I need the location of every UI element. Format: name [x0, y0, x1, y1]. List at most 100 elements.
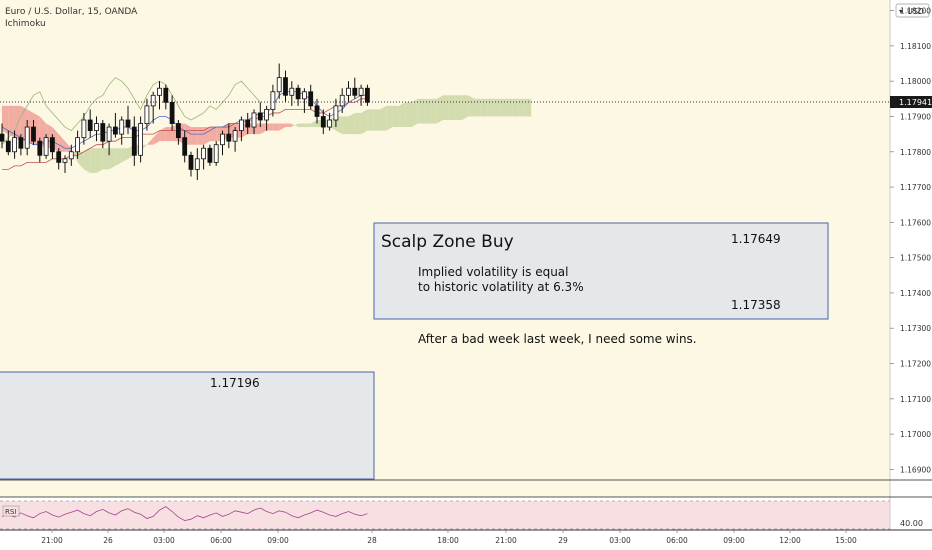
x-tick-label: 06:00 [210, 536, 232, 545]
cloud-segment [272, 123, 280, 131]
candle-body [308, 91, 314, 107]
cloud-segment [83, 148, 91, 173]
y-tick-label: 1.17600 [900, 218, 931, 227]
cloud-segment [524, 98, 532, 117]
candle-body [169, 101, 175, 124]
indicator-label: Ichimoku [5, 19, 46, 29]
cloud-segment [285, 123, 292, 128]
scalp-zone-box[interactable] [373, 222, 829, 320]
cloud-segment [474, 98, 481, 117]
cloud-segment [197, 127, 204, 145]
x-tick-label: 21:00 [495, 536, 517, 545]
candle-body [320, 116, 326, 128]
candle-body [295, 87, 301, 100]
rsi-pane-background [0, 501, 890, 529]
currency-label: USD [907, 7, 924, 16]
cloud-segment [291, 123, 299, 128]
y-tick-label: 1.16900 [900, 465, 931, 474]
last-price-value: 1.17941 [899, 98, 932, 107]
cloud-segment [266, 123, 273, 131]
candle-body [264, 109, 270, 121]
cloud-segment [405, 102, 412, 128]
y-tick-label: 1.17200 [900, 360, 931, 369]
x-tick-label: 12:00 [779, 536, 801, 545]
cloud-segment [260, 123, 267, 135]
cloud-segment [298, 123, 305, 128]
lower-zone-box[interactable] [0, 371, 375, 480]
y-tick-label: 1.18200 [900, 7, 931, 16]
cloud-segment [2, 105, 9, 135]
candle-body [182, 137, 188, 156]
candle-body [352, 87, 358, 96]
cloud-segment [361, 109, 368, 135]
cloud-segment [348, 112, 355, 135]
candle-body [358, 87, 364, 96]
candle-body [157, 87, 162, 96]
candle-body [194, 158, 200, 170]
x-tick-label: 29 [558, 536, 568, 545]
candle-body [333, 105, 339, 121]
last-price-tag: 1.17941 [890, 96, 932, 108]
cloud-segment [310, 120, 317, 128]
candle-body [327, 119, 333, 128]
candlesticks [0, 63, 370, 180]
cloud-segment [367, 109, 374, 131]
candle-body [232, 130, 238, 142]
cloud-segment [512, 98, 519, 117]
symbol-title: Euro / U.S. Dollar, 15, OANDA [5, 7, 138, 17]
candle-body [43, 137, 49, 156]
candle-body [31, 126, 36, 142]
cloud-segment [153, 130, 160, 145]
y-tick-label: 1.18100 [900, 42, 931, 51]
cloud-segment [430, 98, 437, 124]
candle-body [339, 94, 345, 107]
candle-body [131, 126, 137, 156]
candle-body [75, 137, 80, 153]
candle-body [62, 158, 68, 163]
candle-body [100, 123, 106, 142]
cloud-segment [109, 148, 116, 170]
x-tick-label: 18:00 [437, 536, 459, 545]
cloud-segment [443, 95, 450, 120]
chevron-down-icon: ▾ [899, 7, 903, 16]
candle-body [314, 105, 320, 117]
rsi-pane [1, 506, 368, 522]
x-tick-label: 09:00 [723, 536, 745, 545]
time-axis[interactable]: 21:00 26 03:00 06:00 09:00 28 18:00 21:00 29 03:0… [41, 530, 857, 545]
cloud-segment [455, 95, 462, 120]
cloud-segment [468, 95, 475, 117]
x-tick-label: 28 [367, 536, 377, 545]
x-tick-label: 09:00 [267, 536, 289, 545]
candle-body [201, 147, 207, 160]
candle-body [188, 154, 194, 170]
cloud-segment [424, 98, 431, 124]
rsi-label-box [2, 505, 20, 517]
scalp-zone-top-price: 1.17649 [731, 232, 781, 246]
candle-body [125, 119, 131, 128]
candle-body [138, 123, 144, 156]
x-tick-label: 15:00 [835, 536, 857, 545]
candle-body [283, 77, 288, 96]
price-axis[interactable]: 1.18200 1.18100 1.18000 1.17900 1.17800 1.177… [890, 7, 931, 475]
cloud-segment [487, 98, 494, 117]
candle-body [0, 133, 5, 142]
x-tick-label: 03:00 [609, 536, 631, 545]
cloud-segment [342, 116, 349, 135]
lower-zone-price: 1.17196 [210, 376, 260, 390]
currency-selector[interactable]: ▾ USD [895, 3, 930, 18]
candle-body [270, 91, 276, 110]
chikou-span-line [1, 77, 261, 145]
y-tick-label: 1.17900 [900, 112, 931, 121]
candle-body [106, 126, 112, 142]
candle-body [301, 91, 307, 100]
candle-body [289, 87, 295, 96]
rsi-axis-label: 40.00 [900, 519, 923, 528]
cloud-segment [392, 105, 399, 128]
y-tick-label: 1.18000 [900, 77, 931, 86]
candle-body [24, 126, 30, 149]
candle-body [18, 137, 24, 149]
y-tick-label: 1.17500 [900, 254, 931, 263]
cloud-segment [335, 116, 343, 135]
cloud-segment [77, 151, 84, 170]
